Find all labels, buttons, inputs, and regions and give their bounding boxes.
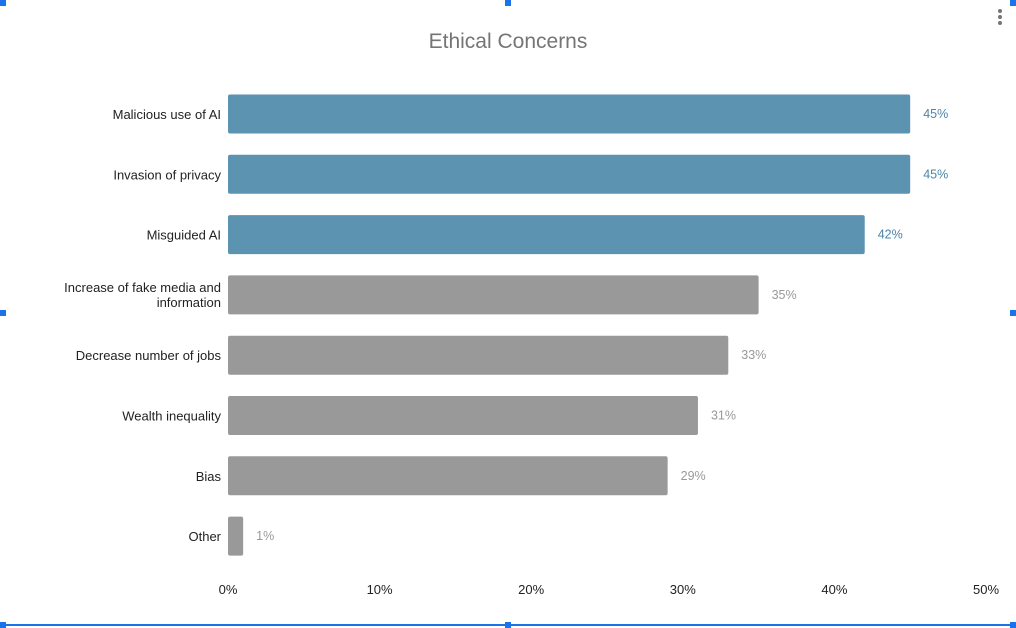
resize-handle-top-left[interactable] [0, 0, 6, 6]
bar[interactable] [228, 275, 759, 315]
resize-handle-mid-right[interactable] [1010, 310, 1016, 316]
data-label: 33% [741, 348, 766, 362]
bar[interactable] [228, 154, 911, 194]
resize-handle-bottom-left[interactable] [0, 622, 6, 628]
more-vert-icon[interactable] [996, 7, 1004, 29]
category-label: Invasion of privacy [113, 167, 221, 182]
x-tick-label: 20% [518, 582, 544, 597]
category-label: Bias [196, 469, 222, 484]
bar[interactable] [228, 516, 244, 556]
resize-handle-bottom-right[interactable] [1010, 622, 1016, 628]
data-label: 1% [256, 529, 274, 543]
resize-handle-top-mid[interactable] [505, 0, 511, 6]
resize-handle-mid-left[interactable] [0, 310, 6, 316]
category-label: Wealth inequality [122, 409, 221, 424]
data-label: 35% [772, 288, 797, 302]
category-label: Decrease number of jobs [76, 348, 222, 363]
x-tick-label: 10% [367, 582, 393, 597]
x-tick-label: 0% [219, 582, 238, 597]
resize-handle-top-right[interactable] [1010, 0, 1016, 6]
bar[interactable] [228, 335, 729, 375]
bar[interactable] [228, 396, 698, 435]
x-tick-label: 40% [821, 582, 847, 597]
category-label: Misguided AI [147, 228, 221, 243]
data-label: 31% [711, 409, 736, 423]
data-label: 29% [681, 469, 706, 483]
data-label: 42% [878, 228, 903, 242]
x-tick-label: 50% [973, 582, 999, 597]
category-label: Other [188, 529, 221, 544]
category-label: Increase of fake media and information [64, 280, 221, 310]
resize-handle-bottom-mid[interactable] [505, 622, 511, 628]
category-label: Malicious use of AI [113, 107, 221, 122]
bar[interactable] [228, 94, 911, 134]
bar[interactable] [228, 456, 668, 496]
bar[interactable] [228, 215, 865, 255]
chart-title: Ethical Concerns [429, 30, 588, 53]
x-tick-label: 30% [670, 582, 696, 597]
data-label: 45% [923, 167, 948, 181]
data-label: 45% [923, 107, 948, 121]
